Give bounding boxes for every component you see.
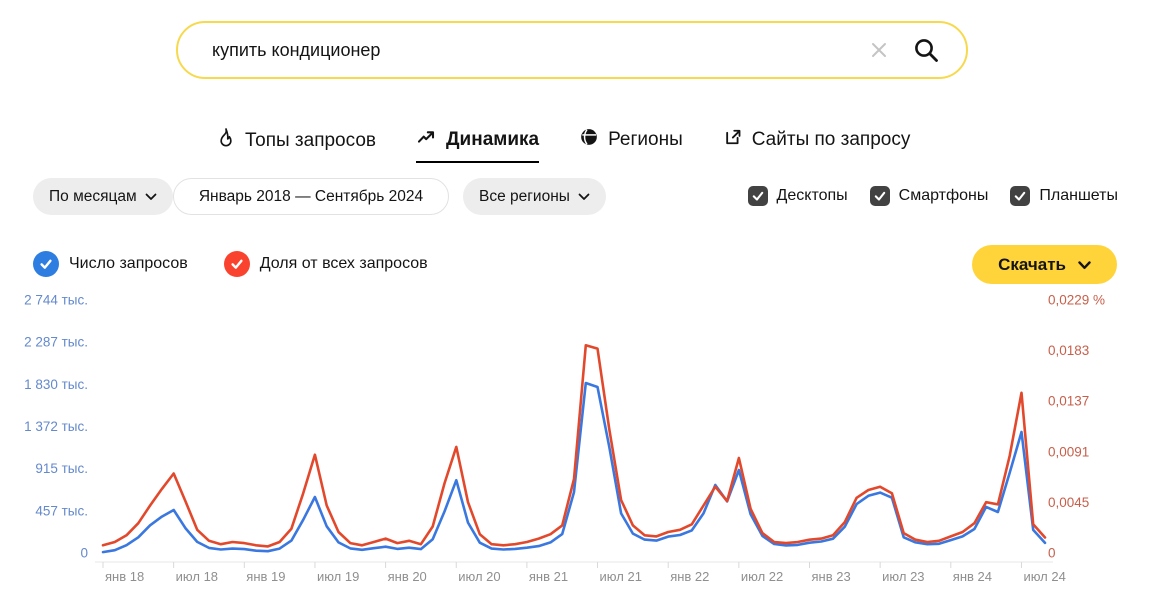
x-axis-tick-label: янв 20 xyxy=(388,569,427,584)
left-axis-tick-label: 2 287 тыс. xyxy=(24,335,88,350)
tab-dynamics[interactable]: Динамика xyxy=(416,127,540,163)
chevron-down-icon xyxy=(145,188,157,206)
legend-label: Доля от всех запросов xyxy=(259,255,428,272)
trend-up-icon xyxy=(416,127,437,153)
right-axis-tick-label: 0,0183 xyxy=(1048,343,1089,358)
tab-label: Динамика xyxy=(446,129,540,150)
series-line-queries xyxy=(101,381,1047,554)
chevron-down-icon xyxy=(1078,255,1091,275)
external-link-icon xyxy=(723,127,743,153)
x-axis-tick-label: июл 21 xyxy=(600,569,642,584)
line-chart-canvas: 2 744 тыс. 2 287 тыс. 1 830 тыс. 1 372 тыс.… xyxy=(24,293,1105,585)
legend-toggle-share[interactable]: Доля от всех запросов xyxy=(223,251,428,277)
legend-toggle-queries[interactable]: Число запросов xyxy=(33,251,188,277)
x-axis-tick-label: июл 22 xyxy=(741,569,783,584)
device-desktops: Десктопы xyxy=(747,186,848,206)
x-axis-tick-label: июл 24 xyxy=(1023,569,1065,584)
smartphones-checkbox[interactable] xyxy=(869,186,890,206)
clear-icon[interactable] xyxy=(869,40,889,60)
region-select[interactable]: Все регионы xyxy=(463,178,606,215)
chart-legend: Число запросов Доля от всех запросов xyxy=(33,251,428,277)
device-label: Планшеты xyxy=(1039,187,1118,204)
x-axis-tick-label: янв 21 xyxy=(529,569,568,584)
tab-sites-by-query[interactable]: Сайты по запросу xyxy=(723,127,911,163)
x-axis-tick-label: янв 23 xyxy=(812,569,851,584)
tab-label: Сайты по запросу xyxy=(751,129,911,150)
download-button-label: Скачать xyxy=(998,254,1066,274)
tab-regions[interactable]: Регионы xyxy=(579,127,683,163)
flame-icon xyxy=(216,127,236,155)
tab-top-queries[interactable]: Топы запросов xyxy=(216,127,376,165)
x-axis-tick-label: июл 19 xyxy=(317,569,359,584)
tabs-bar: Топы запросов Динамика Регионы Сайты по … xyxy=(216,127,910,165)
date-range-select[interactable]: Январь 2018 — Сентябрь 2024 xyxy=(173,178,449,215)
period-select[interactable]: По месяцам xyxy=(33,178,173,215)
dynamics-chart: 2 744 тыс. 2 287 тыс. 1 830 тыс. 1 372 тыс.… xyxy=(0,290,1176,609)
region-select-value: Все регионы xyxy=(479,187,570,205)
right-axis-tick-label: 0,0137 xyxy=(1048,394,1089,409)
left-axis-tick-label: 1 830 тыс. xyxy=(24,377,88,392)
x-axis-tick-label: июл 20 xyxy=(458,569,500,584)
x-axis-tick-label: янв 24 xyxy=(953,569,992,584)
device-smartphones: Смартфоны xyxy=(869,186,989,206)
right-axis-tick-label: 0,0045 xyxy=(1048,495,1089,510)
series-line-share xyxy=(101,343,1047,548)
device-label: Смартфоны xyxy=(898,187,989,204)
download-button[interactable]: Скачать xyxy=(972,245,1117,284)
x-axis-tick-label: янв 22 xyxy=(670,569,709,584)
right-axis-tick-label: 0,0229 % xyxy=(1048,293,1105,308)
left-axis-tick-label: 2 744 тыс. xyxy=(24,293,88,308)
left-axis-tick-label: 1 372 тыс. xyxy=(24,419,88,434)
right-axis-tick-label: 0,0091 xyxy=(1048,444,1089,459)
device-tablets: Планшеты xyxy=(1010,186,1118,206)
chevron-down-icon xyxy=(578,188,590,206)
legend-label: Число запросов xyxy=(69,255,188,272)
period-select-value: По месяцам xyxy=(49,187,137,205)
device-filters: Десктопы Смартфоны Планшеты xyxy=(747,186,1118,206)
tablets-checkbox[interactable] xyxy=(1010,186,1031,206)
x-axis-tick-label: янв 19 xyxy=(246,569,285,584)
left-axis-tick-label: 915 тыс. xyxy=(35,461,88,476)
tab-label: Топы запросов xyxy=(245,130,376,151)
search-bar xyxy=(176,21,968,79)
left-axis-tick-label: 0 xyxy=(80,546,88,561)
search-input[interactable] xyxy=(178,39,869,61)
date-range-value: Январь 2018 — Сентябрь 2024 xyxy=(198,187,424,205)
check-circle-icon xyxy=(33,251,59,277)
check-circle-icon xyxy=(223,251,250,277)
tab-label: Регионы xyxy=(608,129,683,150)
desktops-checkbox[interactable] xyxy=(747,186,768,206)
x-axis-tick-label: июл 23 xyxy=(882,569,924,584)
x-axis-tick-label: июл 18 xyxy=(176,569,218,584)
left-axis-tick-label: 457 тыс. xyxy=(35,503,88,518)
x-axis-tick-label: янв 18 xyxy=(105,569,144,584)
right-axis-tick-label: 0 xyxy=(1048,546,1056,561)
search-icon[interactable] xyxy=(913,37,940,64)
globe-icon xyxy=(579,127,599,153)
device-label: Десктопы xyxy=(776,187,848,204)
